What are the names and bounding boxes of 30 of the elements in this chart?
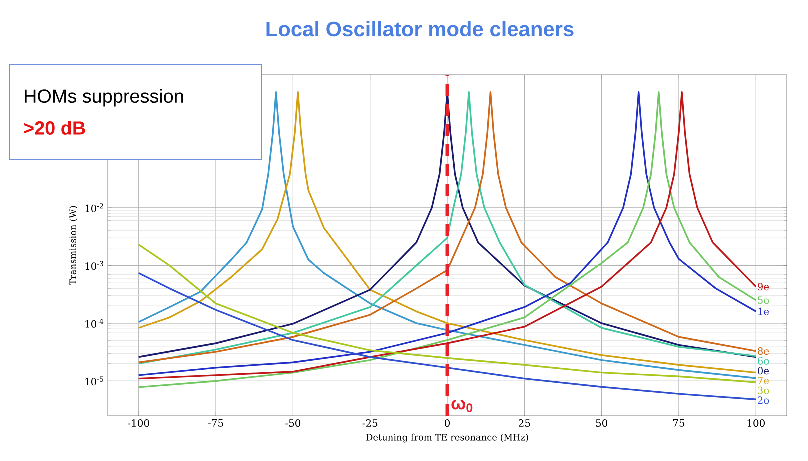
series-label: 1e <box>758 308 770 316</box>
series-label: 2o <box>758 396 770 404</box>
y-tick-label: 10$^{-2}$ <box>86 203 104 212</box>
x-tick-label: -75 <box>208 420 224 427</box>
y-tick-label: 10$^{-4}$ <box>86 318 104 328</box>
x-tick-label: -50 <box>286 420 301 428</box>
y-tick-label: 10$^{-3}$ <box>86 261 104 270</box>
y-tick-label: 10$^{-5}$ <box>86 376 104 386</box>
text: >20 dB <box>24 121 86 135</box>
x-tick-label: 0 <box>444 420 450 428</box>
ref-line-label: ω$_{0}$ <box>452 400 473 412</box>
x-tick-label: 100 <box>748 420 765 428</box>
x-tick-label: 75 <box>673 420 685 427</box>
x-tick-label: -25 <box>362 420 378 428</box>
x-tick-label: 25 <box>519 420 530 428</box>
series-label: 9e <box>758 283 770 291</box>
x-tick-label: 50 <box>596 420 608 428</box>
line-series <box>138 272 757 400</box>
annotation: HOMs suppression <box>25 89 184 107</box>
chart-title: Local Oscillator mode cleaners <box>266 21 574 37</box>
series-label: 6o <box>758 357 770 365</box>
series-label: 3o <box>758 386 770 394</box>
series-label: 5o <box>758 296 770 304</box>
series-label: 8e <box>758 347 770 356</box>
series-label: 0e <box>758 367 770 375</box>
series-label: 7e <box>758 377 770 384</box>
line-series <box>138 244 757 384</box>
x-tick-label: -100 <box>128 420 150 428</box>
y-axis-title: Transmission (W) <box>69 206 78 286</box>
x-axis-title: Detuning from TE resonance (MHz) <box>366 434 528 443</box>
